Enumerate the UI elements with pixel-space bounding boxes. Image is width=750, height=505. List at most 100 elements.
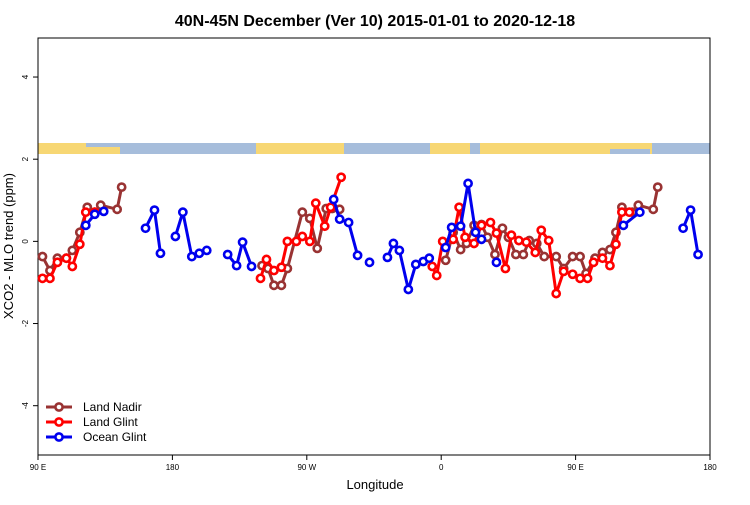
data-point <box>334 214 345 225</box>
data-point <box>222 249 233 260</box>
data-point <box>652 182 663 193</box>
data-point <box>291 236 302 247</box>
data-point <box>246 261 257 272</box>
data-point <box>582 273 593 284</box>
data-point <box>319 221 330 232</box>
data-point <box>446 222 457 233</box>
data-point <box>186 251 197 262</box>
data-point <box>297 207 308 218</box>
land-strip <box>256 143 344 154</box>
data-point <box>403 284 414 295</box>
x-tick-label: 180 <box>166 463 180 472</box>
data-point <box>513 235 524 246</box>
data-point <box>80 207 91 218</box>
land-strip <box>86 147 120 154</box>
legend-label: Land Nadir <box>83 400 142 414</box>
data-point <box>394 245 405 256</box>
data-point <box>328 194 339 205</box>
data-point <box>575 273 585 284</box>
data-point <box>551 288 562 299</box>
data-point <box>485 217 496 228</box>
data-point <box>52 257 63 268</box>
data-point <box>506 230 517 241</box>
data-point <box>410 259 421 270</box>
y-tick-label: 2 <box>21 156 30 161</box>
data-point <box>448 234 459 245</box>
data-point <box>304 236 315 247</box>
data-point <box>61 253 72 264</box>
data-point <box>364 257 375 268</box>
data-point <box>536 225 547 236</box>
legend-marker <box>54 432 64 442</box>
data-point <box>634 207 645 218</box>
chart-title: 40N-45N December (Ver 10) 2015-01-01 to … <box>175 13 575 30</box>
data-point <box>693 249 703 260</box>
data-point <box>177 207 188 218</box>
land-strip <box>38 143 86 154</box>
data-point <box>382 252 393 263</box>
data-point <box>276 262 287 273</box>
data-point <box>431 270 442 281</box>
data-point <box>611 239 621 250</box>
data-point <box>440 255 451 266</box>
data-point <box>497 223 508 234</box>
data-point <box>648 204 659 215</box>
data-point <box>237 237 248 248</box>
data-point <box>140 223 151 234</box>
data-point <box>491 228 502 239</box>
data-point <box>297 231 308 242</box>
series <box>80 178 703 295</box>
data-point <box>518 249 529 260</box>
data-point <box>170 231 181 242</box>
legend-label: Ocean Glint <box>83 430 147 444</box>
map-strip <box>38 143 710 154</box>
ocean-strip <box>610 149 650 154</box>
data-point <box>67 261 78 272</box>
data-point <box>89 209 100 220</box>
legend-label: Land Glint <box>83 415 138 429</box>
data-point <box>678 223 689 234</box>
data-point <box>470 227 481 238</box>
y-tick-label: 0 <box>21 239 30 244</box>
data-point <box>521 237 532 248</box>
legend-marker <box>54 402 64 412</box>
data-point <box>231 260 242 271</box>
x-axis-label: Longitude <box>346 477 403 492</box>
data-point <box>575 251 585 262</box>
x-tick-label: 0 <box>439 463 444 472</box>
data-point <box>112 204 123 215</box>
data-point <box>67 245 78 256</box>
data-point <box>45 273 55 284</box>
data-point <box>567 269 578 280</box>
data-point <box>336 172 347 183</box>
data-point <box>491 257 502 268</box>
data-point <box>116 182 127 193</box>
x-tick-label: 90 E <box>567 463 583 472</box>
data-point <box>455 221 466 232</box>
x-tick-label: 90 E <box>30 463 46 472</box>
data-point <box>80 220 91 231</box>
data-point <box>388 238 399 249</box>
data-point <box>194 248 205 259</box>
y-tick-label: -2 <box>21 319 30 327</box>
data-point <box>427 261 438 272</box>
data-point <box>567 251 578 262</box>
data-point <box>605 260 615 271</box>
data-point <box>37 251 48 262</box>
data-point <box>312 243 323 254</box>
data-point <box>463 178 473 189</box>
land-strip <box>480 143 532 154</box>
data-point <box>261 254 272 265</box>
data-point <box>455 244 466 255</box>
data-point <box>424 253 435 264</box>
data-point <box>469 238 479 249</box>
y-tick-label: 4 <box>21 74 30 79</box>
data-point <box>201 245 212 256</box>
data-point <box>155 248 166 259</box>
data-point <box>539 251 550 262</box>
data-point <box>269 265 279 276</box>
data-point <box>685 205 696 216</box>
